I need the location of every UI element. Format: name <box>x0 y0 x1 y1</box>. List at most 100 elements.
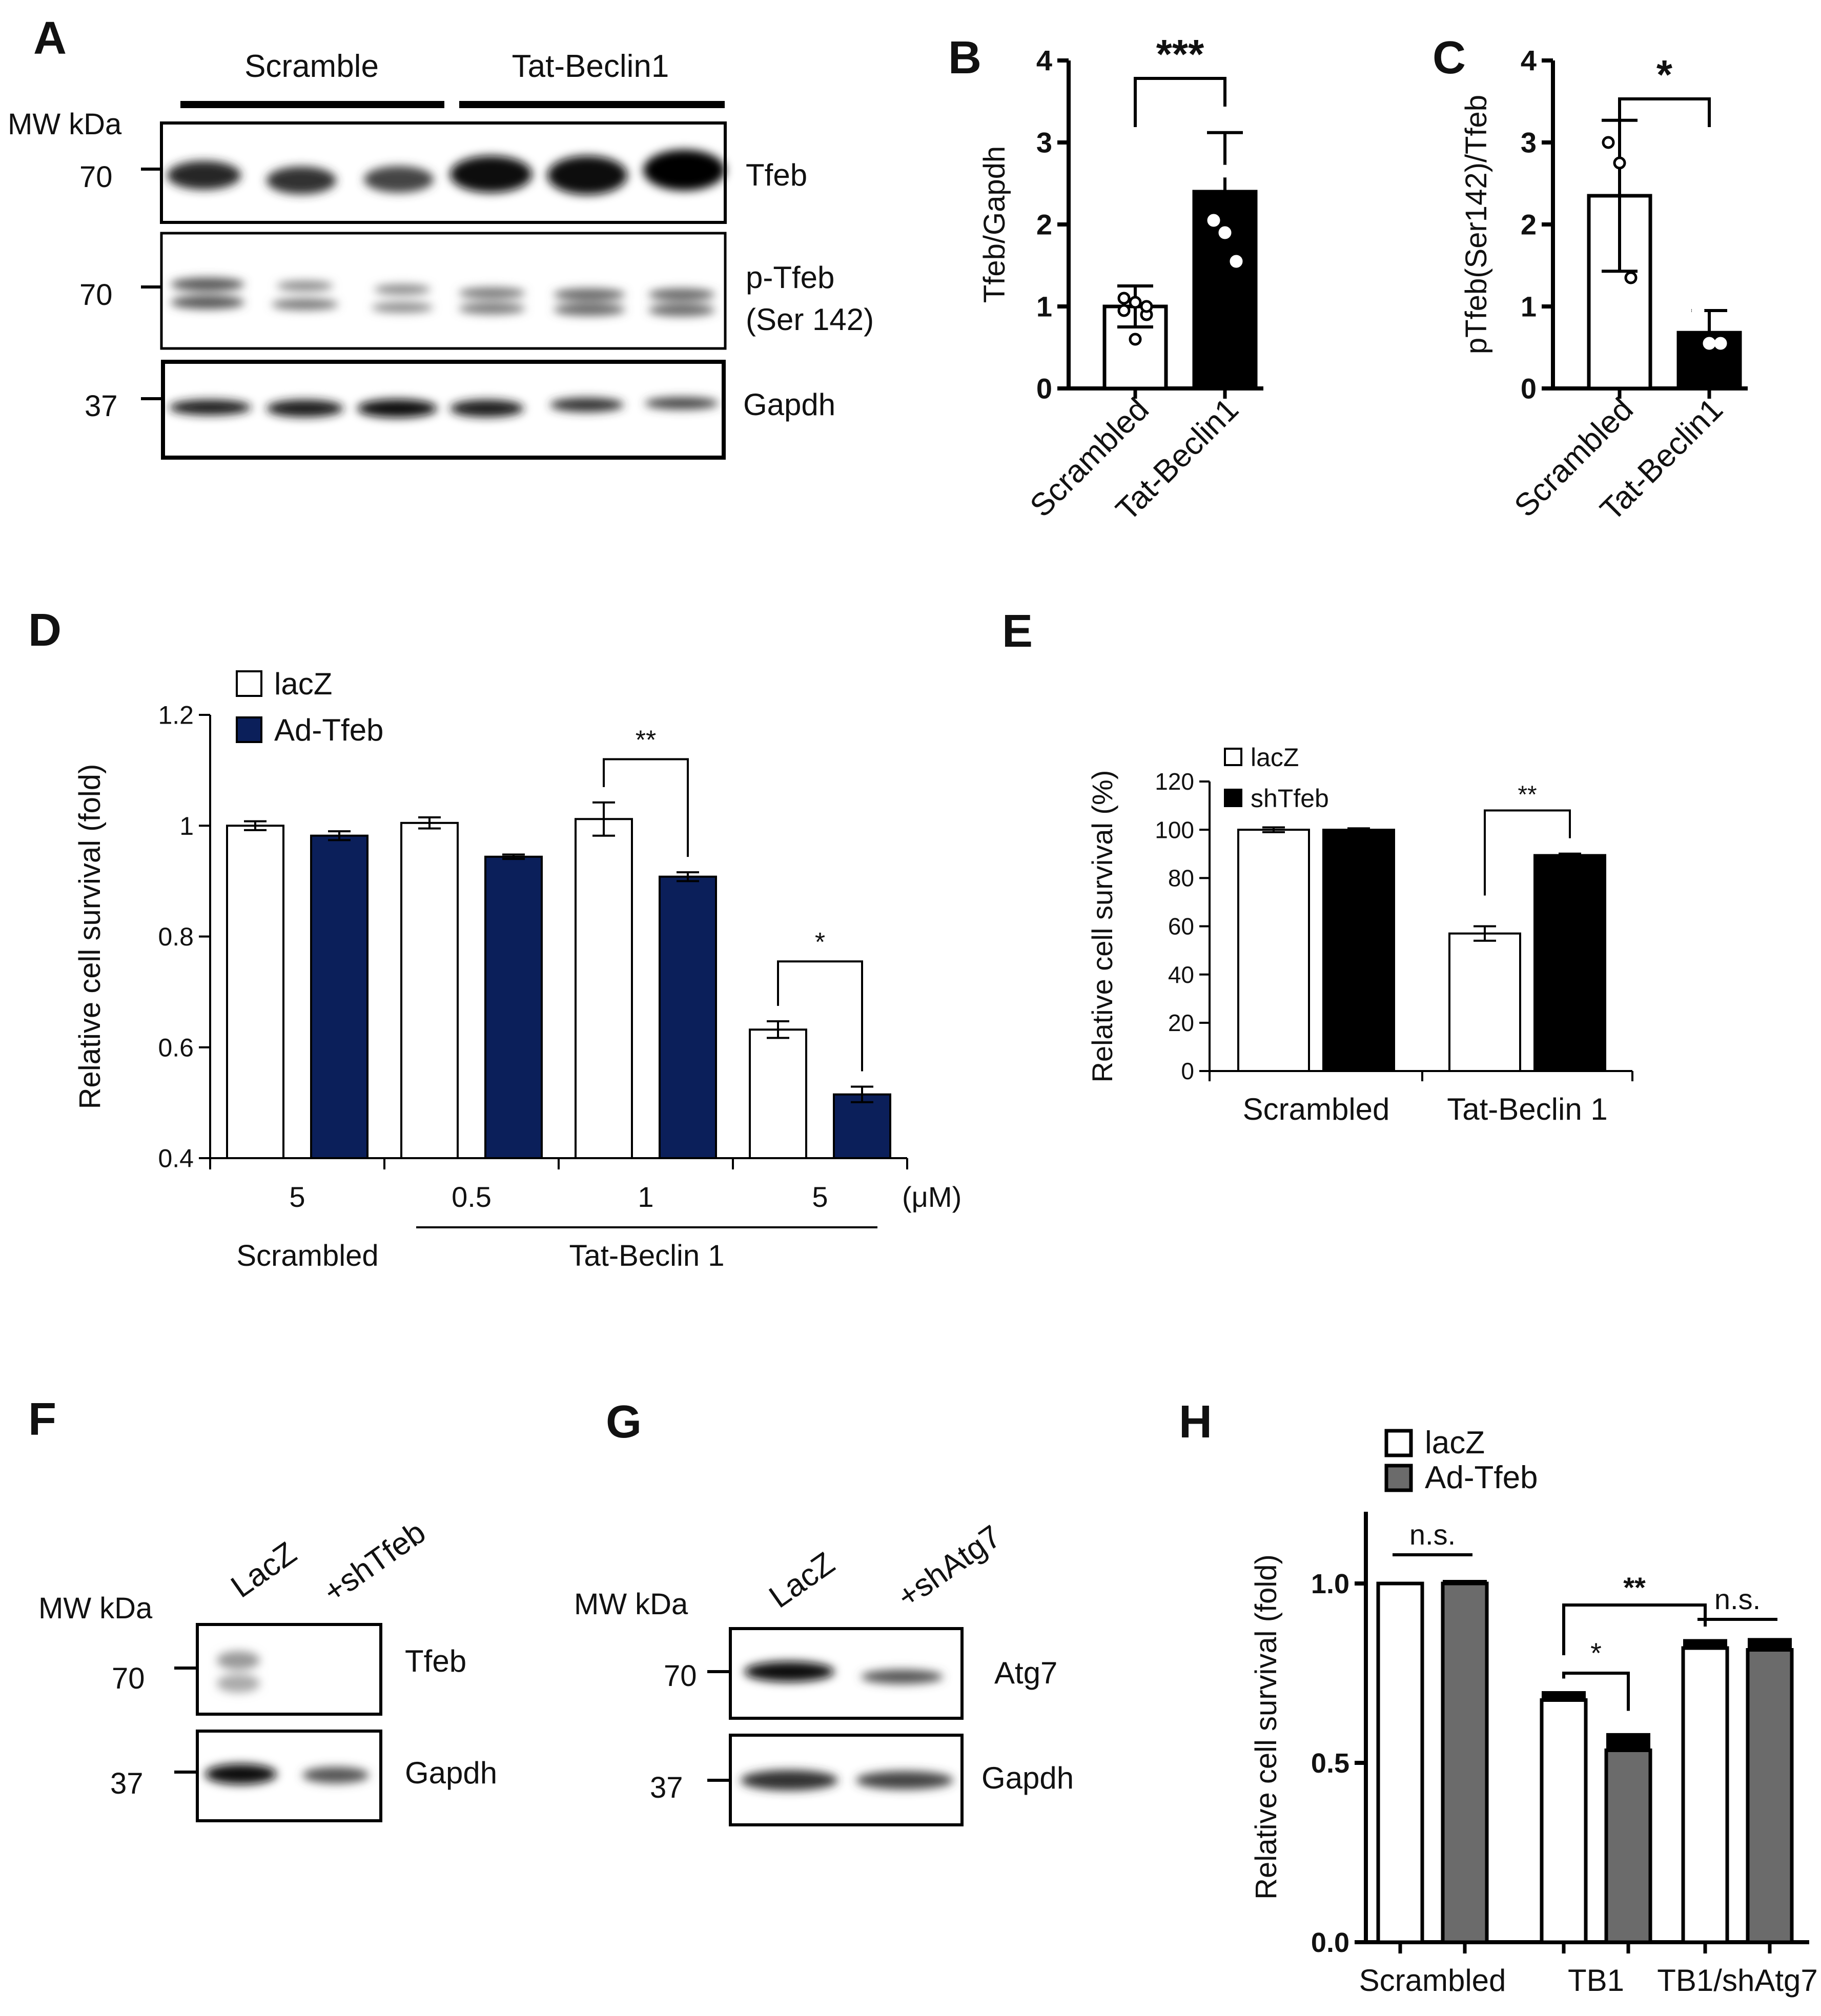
y-tick-label: 100 <box>1155 816 1194 843</box>
band <box>217 1651 260 1670</box>
y-tick-label: 2 <box>1521 209 1537 241</box>
significance-bracket <box>777 960 863 1072</box>
panel-g-blot-gapdh: 37 Gapdh <box>650 1734 1074 1826</box>
band <box>171 296 244 309</box>
legend-swatch <box>1384 1464 1413 1492</box>
x-tick-label: 5 <box>812 1181 828 1213</box>
y-tick-label: 0.6 <box>158 1033 194 1062</box>
error-bar-block <box>1683 1639 1727 1648</box>
panel-g-letter: G <box>606 1396 642 1448</box>
marker-label: 37 <box>110 1767 144 1800</box>
marker-label: 37 <box>85 389 118 423</box>
x-tick-label: Scrambled <box>1359 1963 1506 1998</box>
band <box>459 287 525 299</box>
group-label: Scrambled <box>236 1239 378 1272</box>
data-point <box>1691 304 1705 317</box>
legend-label: lacZ <box>1251 743 1299 772</box>
legend-swatch <box>1384 1429 1413 1457</box>
y-axis-label: Relative cell survival (%) <box>1086 770 1118 1083</box>
data-point <box>1129 333 1142 346</box>
x-tick-label: TB1 <box>1568 1963 1624 1998</box>
data-point <box>1703 337 1716 350</box>
legend-label: lacZ <box>1425 1425 1485 1460</box>
marker-label: 70 <box>112 1662 145 1695</box>
blot-label: Tfeb <box>405 1644 466 1678</box>
panel-g-mw-label: MW kDa <box>574 1588 688 1621</box>
blot-label: Tfeb <box>746 158 807 192</box>
blot-label: Gapdh <box>405 1756 497 1790</box>
bar-lacz <box>226 825 284 1159</box>
band <box>645 397 719 409</box>
bar-ad-tfeb <box>484 855 543 1160</box>
y-tick-label: 3 <box>1036 127 1052 159</box>
data-point <box>1207 173 1220 186</box>
y-tick-label: 3 <box>1521 127 1537 159</box>
panel-a-mw-label: MW kDa <box>8 108 122 141</box>
data-point <box>1129 296 1142 309</box>
band <box>554 303 625 316</box>
blot-label: Gapdh <box>981 1761 1074 1795</box>
y-tick-label: 0.8 <box>158 922 194 951</box>
panel-e-chart: E 0 20 40 60 80 100 120 Relative cell survival (… <box>1002 606 1633 1126</box>
band <box>171 278 244 291</box>
data-point <box>1140 300 1153 313</box>
panel-letter: B <box>948 32 981 84</box>
data-point <box>1613 156 1626 170</box>
y-axis-label: Relative cell survival (fold) <box>1250 1554 1283 1900</box>
panel-f-blot-gapdh: 37 Gapdh <box>110 1730 497 1822</box>
y-tick-label: 80 <box>1168 865 1194 891</box>
y-tick-label: 0.5 <box>1311 1748 1349 1779</box>
data-point <box>1207 214 1220 227</box>
panel-g-blot-atg7: 70 Atg7 <box>664 1627 1057 1720</box>
band <box>357 399 437 418</box>
panel-f-mw-label: MW kDa <box>38 1592 153 1625</box>
legend-label: shTfeb <box>1251 784 1329 813</box>
blot-label-line-2: (Ser 142) <box>746 302 874 337</box>
band <box>459 303 525 314</box>
band <box>554 289 625 301</box>
lane-label: +shTfeb <box>317 1514 432 1610</box>
panel-d-chart: D 0.4 0.6 0.8 1 1.2 Relative cell survival (fo… <box>28 605 961 1272</box>
bands <box>171 278 715 316</box>
bar-ad-tfeb <box>1604 1748 1652 1944</box>
panel-a-letter: A <box>33 13 67 64</box>
bar-ad-tfeb <box>1441 1581 1489 1944</box>
significance-label: ** <box>636 726 656 755</box>
band <box>741 1770 838 1791</box>
x-tick-label: 5 <box>289 1181 305 1213</box>
panel-a-blot-tfeb: 70 Tfeb <box>79 121 807 224</box>
data-point <box>1117 304 1131 317</box>
marker-label: 70 <box>79 278 113 312</box>
significance-label: * <box>1590 1637 1602 1669</box>
bar-shtfeb <box>1533 854 1606 1072</box>
band <box>856 1771 953 1789</box>
panel-a-group-left: Scramble <box>244 49 379 84</box>
bands <box>167 150 725 195</box>
marker-label: 70 <box>664 1659 697 1693</box>
data-point <box>1230 136 1243 149</box>
band <box>643 150 725 191</box>
significance-bracket <box>1484 809 1571 896</box>
blot-frame <box>161 360 726 460</box>
panel-f-letter: F <box>28 1394 56 1445</box>
data-point <box>1218 164 1232 178</box>
blot-frame <box>160 121 727 224</box>
lane-label: LacZ <box>224 1535 302 1605</box>
bar-lacz <box>1237 829 1310 1072</box>
panel-h-chart: H 0.0 0.5 1.0 Relative cell survival (fold) S… <box>1179 1396 1818 1998</box>
y-tick-label: 1 <box>1036 291 1052 323</box>
band <box>267 400 343 417</box>
band <box>372 302 433 313</box>
significance-label: ** <box>1623 1571 1646 1603</box>
significance-bracket <box>1562 1672 1630 1711</box>
y-tick-label: 4 <box>1521 45 1537 77</box>
band <box>205 1764 277 1784</box>
significance-label: ** <box>1518 781 1537 809</box>
data-point <box>1624 271 1638 284</box>
x-tick-label: Tat-Beclin 1 <box>1447 1092 1607 1126</box>
y-tick-label: 60 <box>1168 913 1194 940</box>
y-tick-label: 2 <box>1036 209 1052 241</box>
band <box>167 161 241 190</box>
error-bar-block <box>1748 1638 1792 1650</box>
